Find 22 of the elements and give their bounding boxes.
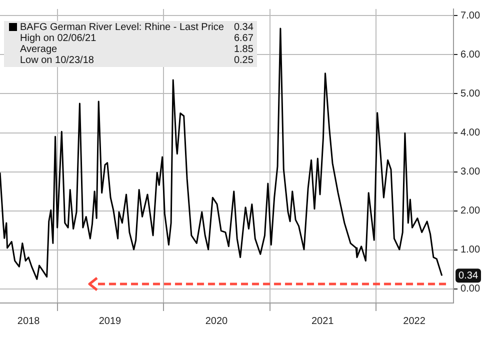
x-tick-label: 2020 (205, 316, 228, 327)
y-tick-label: 7.00 (460, 10, 480, 22)
annotation: Average (19, 44, 58, 55)
y-tick-label: 0.00 (460, 284, 480, 295)
y-tick-label: 3.00 (460, 166, 480, 178)
annotation: 0.34 (458, 270, 478, 282)
x-tick-label: 2022 (403, 316, 426, 327)
annotation: 1.85 (234, 44, 254, 55)
annotation: Low on 10/23/18 (19, 55, 94, 66)
y-tick-label: 5.00 (460, 88, 480, 100)
x-tick-label: 2021 (312, 316, 334, 327)
x-tick-label: 2019 (98, 316, 122, 327)
y-tick-label: 4.00 (460, 128, 480, 139)
y-tick-label: 6.00 (460, 49, 480, 60)
y-tick-label: 2.00 (460, 206, 480, 217)
annotation: High on 02/06/21 (19, 33, 96, 44)
annotation: 6.67 (234, 33, 254, 44)
y-tick-label: 1.00 (460, 244, 480, 256)
x-tick-label: 2018 (17, 316, 40, 327)
annotation: 0.34 (234, 22, 254, 33)
legend-label: BAFG German River Level: Rhine - Last Price (19, 22, 224, 33)
annotation: 0.25 (234, 55, 254, 66)
